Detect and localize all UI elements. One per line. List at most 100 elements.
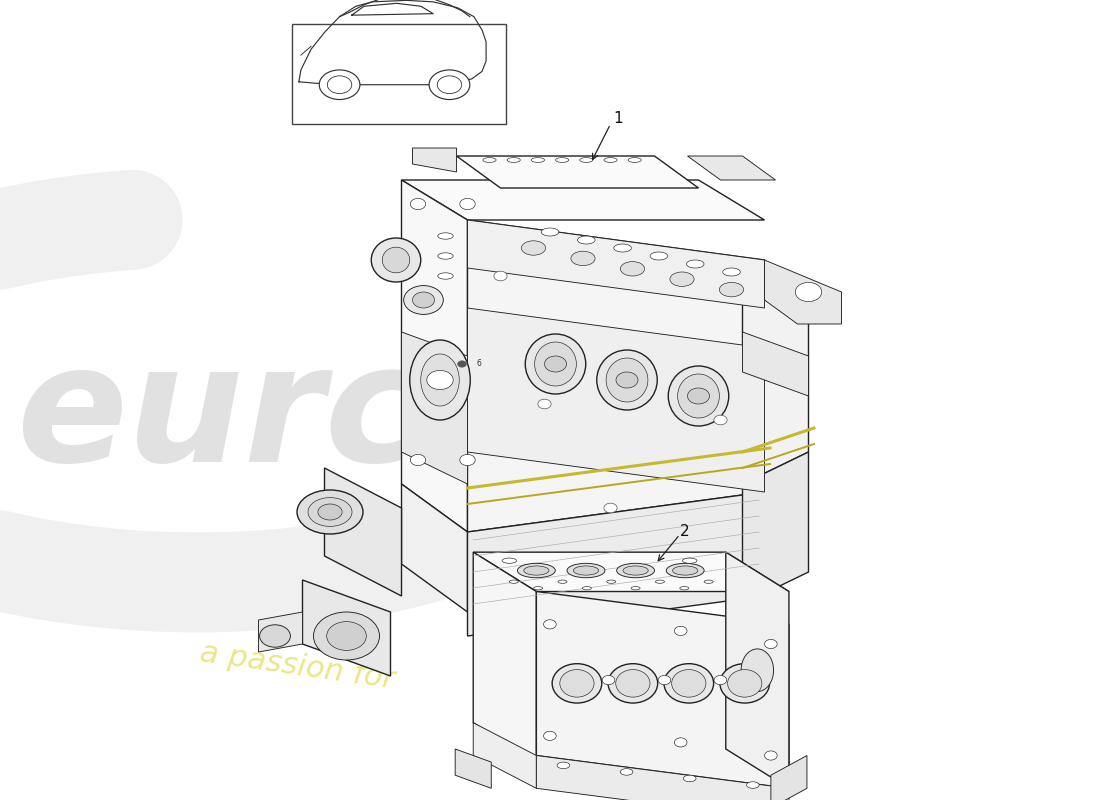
Ellipse shape <box>667 563 704 578</box>
Ellipse shape <box>318 504 342 520</box>
Ellipse shape <box>560 670 594 697</box>
Ellipse shape <box>623 566 648 575</box>
Ellipse shape <box>535 342 576 386</box>
Polygon shape <box>771 755 807 800</box>
Circle shape <box>544 356 566 372</box>
Circle shape <box>319 70 360 99</box>
Ellipse shape <box>571 251 595 266</box>
Ellipse shape <box>531 158 544 162</box>
Ellipse shape <box>747 782 759 788</box>
Ellipse shape <box>656 580 664 583</box>
Ellipse shape <box>308 498 352 526</box>
Text: 6: 6 <box>476 359 481 369</box>
Polygon shape <box>258 612 303 652</box>
Circle shape <box>674 738 688 747</box>
Ellipse shape <box>420 354 460 406</box>
Circle shape <box>688 388 710 404</box>
Polygon shape <box>742 332 808 396</box>
Polygon shape <box>402 484 468 612</box>
Polygon shape <box>412 148 456 172</box>
Circle shape <box>764 751 778 760</box>
Polygon shape <box>688 156 776 180</box>
Ellipse shape <box>606 358 648 402</box>
Polygon shape <box>402 180 764 220</box>
Ellipse shape <box>608 664 658 703</box>
Circle shape <box>494 271 507 281</box>
Circle shape <box>616 372 638 388</box>
Polygon shape <box>764 260 842 324</box>
Ellipse shape <box>620 262 645 276</box>
Text: 2: 2 <box>680 525 689 539</box>
Circle shape <box>658 675 671 685</box>
Circle shape <box>714 675 727 685</box>
Circle shape <box>460 454 475 466</box>
Circle shape <box>764 639 778 649</box>
Ellipse shape <box>580 158 593 162</box>
Ellipse shape <box>727 670 762 697</box>
Ellipse shape <box>541 228 559 236</box>
Ellipse shape <box>552 664 602 703</box>
Ellipse shape <box>558 580 566 583</box>
Ellipse shape <box>617 563 654 578</box>
Circle shape <box>427 370 453 390</box>
Ellipse shape <box>438 273 453 279</box>
Ellipse shape <box>526 334 585 394</box>
Ellipse shape <box>672 670 706 697</box>
Ellipse shape <box>723 268 740 276</box>
Circle shape <box>438 76 462 94</box>
Ellipse shape <box>573 566 598 575</box>
Polygon shape <box>402 180 468 532</box>
Ellipse shape <box>566 563 605 578</box>
Ellipse shape <box>631 586 640 590</box>
Ellipse shape <box>578 236 595 244</box>
Ellipse shape <box>534 586 542 590</box>
Polygon shape <box>468 220 764 308</box>
Ellipse shape <box>669 366 728 426</box>
Polygon shape <box>402 332 468 484</box>
Ellipse shape <box>614 244 631 252</box>
Ellipse shape <box>616 670 650 697</box>
Ellipse shape <box>672 566 697 575</box>
Ellipse shape <box>682 558 697 563</box>
Ellipse shape <box>409 340 471 420</box>
Circle shape <box>404 286 443 314</box>
Polygon shape <box>455 749 492 788</box>
Text: a passion for: a passion for <box>198 638 397 694</box>
Ellipse shape <box>509 580 518 583</box>
Ellipse shape <box>383 247 409 273</box>
Circle shape <box>674 626 688 635</box>
Circle shape <box>543 620 557 629</box>
Ellipse shape <box>297 490 363 534</box>
Polygon shape <box>468 492 764 636</box>
Ellipse shape <box>521 241 546 255</box>
Ellipse shape <box>597 350 658 410</box>
Ellipse shape <box>719 282 744 297</box>
Ellipse shape <box>438 253 453 259</box>
Ellipse shape <box>628 158 641 162</box>
Bar <box>292 24 506 124</box>
Polygon shape <box>473 552 537 762</box>
Circle shape <box>410 198 426 210</box>
Ellipse shape <box>557 762 570 769</box>
Ellipse shape <box>678 374 719 418</box>
Text: since 1985: since 1985 <box>572 714 741 766</box>
Circle shape <box>458 361 466 367</box>
Ellipse shape <box>604 158 617 162</box>
Circle shape <box>602 675 615 685</box>
Polygon shape <box>742 452 808 604</box>
Circle shape <box>543 731 557 741</box>
Polygon shape <box>468 308 764 492</box>
Polygon shape <box>537 591 789 788</box>
Ellipse shape <box>438 233 453 239</box>
Ellipse shape <box>704 580 713 583</box>
Polygon shape <box>468 220 764 532</box>
Ellipse shape <box>719 664 770 703</box>
Ellipse shape <box>650 252 668 260</box>
Ellipse shape <box>502 558 517 563</box>
Text: 1: 1 <box>614 111 623 126</box>
Circle shape <box>429 70 470 99</box>
Ellipse shape <box>483 158 496 162</box>
Circle shape <box>410 454 426 466</box>
Ellipse shape <box>670 272 694 286</box>
Ellipse shape <box>683 775 696 782</box>
